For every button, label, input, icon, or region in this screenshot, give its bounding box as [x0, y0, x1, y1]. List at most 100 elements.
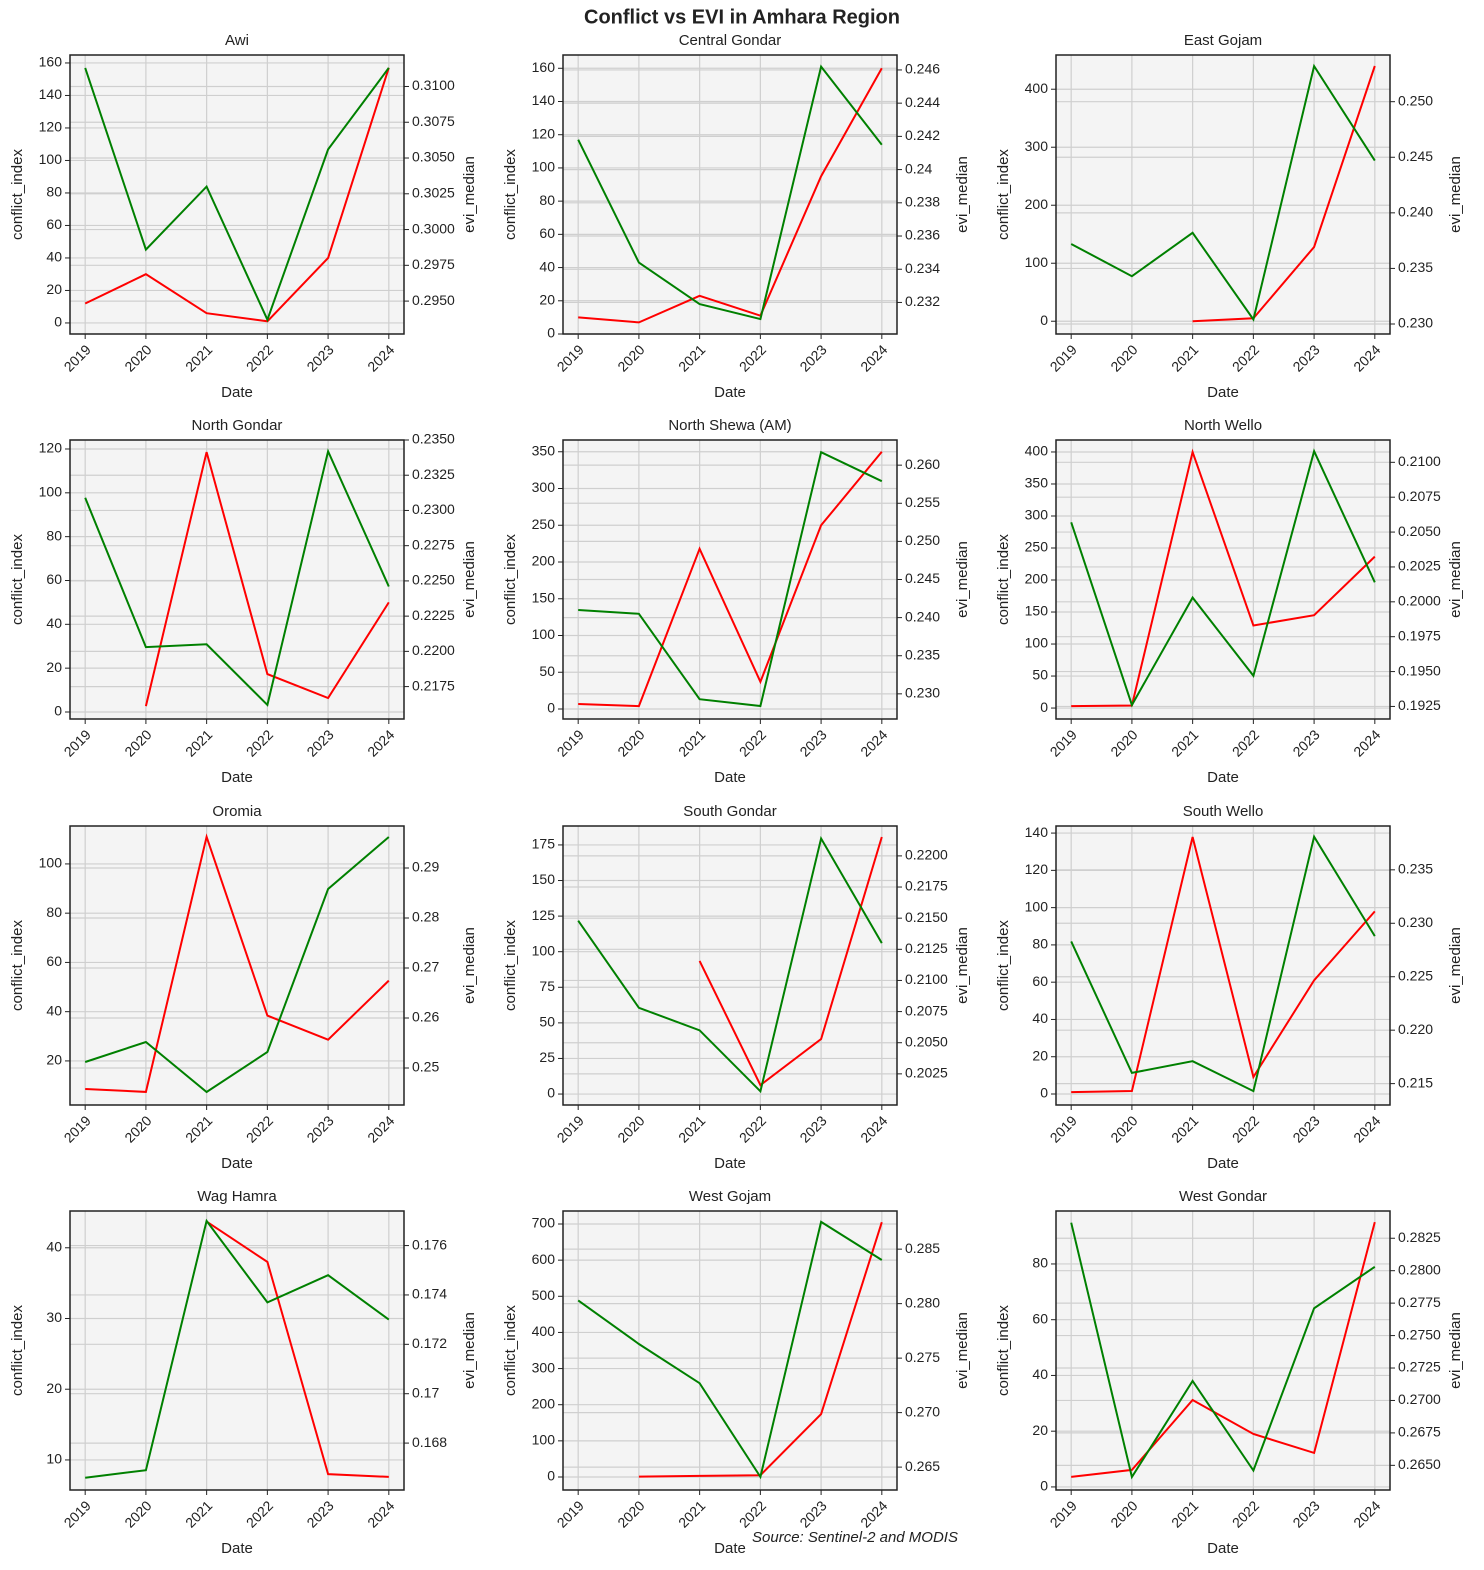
series-line: [1070, 448, 1376, 708]
y-tick-label: 60: [1032, 1310, 1048, 1326]
x-tick-label: 2022: [1229, 1112, 1262, 1145]
series-line: [84, 836, 390, 1094]
axes-frame: [562, 54, 898, 335]
y-tick-label: 400: [1025, 443, 1049, 459]
y-tick-label: 160: [39, 54, 63, 70]
x-tick-label: 2022: [1229, 726, 1262, 759]
x-tick-label: 2024: [1350, 726, 1383, 759]
x-tick-label: 2019: [1047, 341, 1080, 374]
y-tick-label: 140: [1025, 824, 1049, 840]
x-tick-label: 2022: [243, 726, 276, 759]
y-tick-label: 60: [539, 225, 555, 241]
y2-tick-label: 0.270: [905, 1403, 940, 1419]
y-tick-label: 160: [532, 59, 556, 75]
series-line: [578, 450, 883, 708]
y-tick-label: 0: [547, 1468, 555, 1484]
y2-tick-label: 0.2150: [905, 909, 948, 925]
y2-tick-label: 0.3075: [412, 113, 455, 129]
y2-tick-label: 0.2175: [412, 677, 455, 693]
y2-tick-label: 0.2025: [1398, 558, 1441, 574]
x-tick-label: 2023: [303, 726, 336, 759]
subplot-title: South Wello: [1183, 803, 1264, 820]
y-tick-label: 40: [1032, 1366, 1048, 1382]
y-tick-label: 50: [1032, 667, 1048, 683]
y-tick-label: 20: [46, 281, 62, 297]
y2-tick-label: 0.24: [905, 160, 932, 176]
y-tick-label: 175: [532, 836, 556, 852]
y2-tick-label: 0.2725: [1398, 1359, 1441, 1375]
y-tick-label: 40: [46, 249, 62, 265]
subplot-title: Central Gondar: [679, 32, 782, 49]
series-line: [206, 1220, 389, 1478]
x-tick-label: 2022: [1229, 341, 1262, 374]
y2-tick-label: 0.235: [1398, 861, 1433, 877]
x-tick-label: 2021: [182, 341, 215, 374]
source-note: Source: Sentinel-2 and MODIS: [752, 1529, 958, 1546]
series-line: [144, 451, 390, 707]
y2-tick-label: 0.245: [1398, 148, 1433, 164]
subplot-title: East Gojam: [1184, 32, 1262, 49]
series-line: [84, 67, 390, 323]
x-tick-label: 2024: [857, 341, 890, 374]
y2-tick-label: 0.3100: [412, 77, 455, 93]
y-tick-label: 80: [539, 192, 555, 208]
y2-axis-label: evi_median: [1447, 927, 1464, 1004]
x-tick-label: 2023: [1289, 341, 1322, 374]
y-tick-label: 140: [532, 92, 556, 108]
y2-axis-label: evi_median: [461, 927, 478, 1004]
y2-tick-label: 0.2200: [905, 847, 948, 863]
y2-tick-label: 0.250: [905, 532, 940, 548]
x-tick-label: 2021: [1168, 1112, 1201, 1145]
y2-tick-label: 0.1975: [1398, 627, 1441, 643]
y2-tick-label: 0.2750: [1398, 1326, 1441, 1342]
y2-tick-label: 0.25: [412, 1059, 439, 1075]
y2-tick-label: 0.174: [412, 1286, 447, 1302]
y2-tick-label: 0.2825: [1398, 1229, 1441, 1245]
x-tick-label: 2019: [554, 1497, 587, 1530]
x-axis-label: Date: [1207, 384, 1239, 401]
y-tick-label: 150: [1025, 603, 1049, 619]
y2-tick-label: 0.168: [412, 1434, 447, 1450]
y2-tick-label: 0.2175: [905, 878, 948, 894]
x-tick-label: 2024: [1350, 1112, 1383, 1145]
x-tick-label: 2021: [1168, 726, 1201, 759]
x-tick-label: 2020: [614, 341, 647, 374]
y2-tick-label: 0.234: [905, 260, 940, 276]
y2-axis-label: evi_median: [1447, 541, 1464, 618]
plot-background: [70, 55, 404, 334]
y2-tick-label: 0.2275: [412, 536, 455, 552]
y2-tick-label: 0.244: [905, 94, 940, 110]
axes-frame: [562, 1210, 898, 1491]
y2-tick-label: 0.176: [412, 1236, 447, 1252]
x-axis-label: Date: [1207, 769, 1239, 786]
x-tick-label: 2022: [736, 1497, 769, 1530]
y2-tick-label: 0.2125: [905, 940, 948, 956]
y-axis-label: conflict_index: [995, 1305, 1012, 1396]
y-axis-label: conflict_index: [9, 534, 26, 625]
y2-tick-label: 0.2000: [1398, 593, 1441, 609]
y2-axis-label: evi_median: [954, 541, 971, 618]
series-line: [1192, 65, 1376, 323]
y-tick-label: 120: [1025, 861, 1049, 877]
plot-background: [70, 440, 404, 719]
y-tick-label: 0: [547, 1085, 555, 1101]
x-tick-label: 2023: [796, 1497, 829, 1530]
x-tick-label: 2023: [796, 341, 829, 374]
x-tick-label: 2021: [1168, 1497, 1201, 1530]
x-tick-label: 2020: [121, 726, 154, 759]
y2-tick-label: 0.260: [905, 456, 940, 472]
axes-frame: [1055, 54, 1391, 335]
x-tick-label: 2023: [303, 1497, 336, 1530]
y-tick-label: 300: [532, 1359, 556, 1375]
plot-background: [70, 1211, 404, 1490]
y2-tick-label: 0.220: [1398, 1021, 1433, 1037]
y2-tick-label: 0.240: [1398, 204, 1433, 220]
plot-background: [563, 826, 897, 1105]
y2-tick-label: 0.2775: [1398, 1294, 1441, 1310]
y2-tick-label: 0.3050: [412, 149, 455, 165]
y-tick-label: 100: [39, 151, 63, 167]
y2-axis-label: evi_median: [954, 927, 971, 1004]
x-tick-label: 2024: [364, 1112, 397, 1145]
y-axis-label: conflict_index: [502, 1305, 519, 1396]
axes-frame: [562, 825, 898, 1106]
